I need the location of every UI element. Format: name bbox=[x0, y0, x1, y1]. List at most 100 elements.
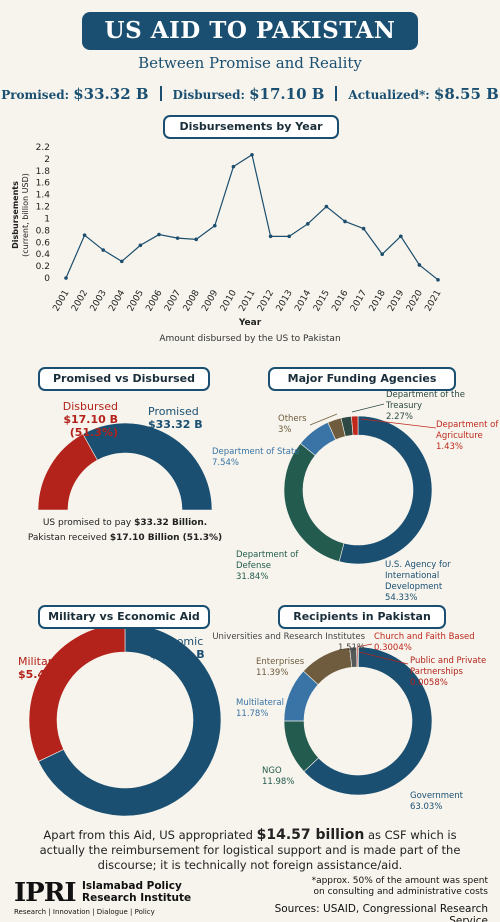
x-tick-label: 2020 bbox=[405, 288, 425, 313]
category-label: Military bbox=[18, 655, 59, 668]
x-tick-label: 2013 bbox=[275, 289, 295, 314]
summary-label: Actualized*: bbox=[348, 88, 430, 102]
x-tick-label: 2009 bbox=[200, 288, 220, 313]
separator bbox=[335, 86, 338, 101]
slice-label: Others 3% bbox=[278, 414, 328, 436]
caption-text: $33.32 Billion. bbox=[134, 518, 208, 528]
value-label: $11.61 B bbox=[150, 648, 205, 661]
annotation: (51.3%) bbox=[69, 426, 118, 439]
leader-line bbox=[360, 418, 437, 429]
category-label: Department of the Treasury bbox=[386, 390, 465, 411]
value-label: 1.43% bbox=[436, 442, 464, 452]
tagline: Research | Innovation | Dialogue | Polic… bbox=[14, 908, 155, 916]
separator bbox=[159, 86, 162, 101]
category-label: Department of Agriculture bbox=[436, 420, 499, 441]
y-tick-label: 2 bbox=[44, 155, 50, 165]
x-tick-label: 2007 bbox=[163, 289, 183, 314]
category-label: Public and Private Partnerships bbox=[410, 656, 487, 677]
y-axis-label: Disbursements(current, billion USD) bbox=[11, 173, 30, 257]
point bbox=[417, 263, 422, 267]
point bbox=[64, 276, 68, 280]
y-tick-label: 0.2 bbox=[36, 262, 50, 272]
y-tick-label: 0 bbox=[44, 274, 50, 284]
slice-label: Department of Agriculture 1.43% bbox=[436, 420, 500, 453]
caption-text: Pakistan received bbox=[27, 533, 110, 543]
value-label: 11.39% bbox=[256, 668, 289, 678]
summary-label: Disbursed: bbox=[172, 88, 245, 102]
value-label: 3% bbox=[278, 425, 292, 435]
x-tick-label: 2003 bbox=[89, 289, 109, 314]
slice-label: Economic $11.61 B bbox=[150, 635, 240, 661]
summary-value: $33.32 B bbox=[73, 85, 149, 103]
category-label: Department of Defense bbox=[236, 550, 299, 571]
slice-label: Disbursed $17.10 B (51.3%) bbox=[18, 400, 118, 439]
value-label: 63.03% bbox=[410, 802, 443, 812]
summary-label: Promised: bbox=[1, 88, 70, 102]
slice bbox=[38, 623, 222, 817]
y-tick-label: 2.2 bbox=[36, 143, 50, 153]
caption-line: Pakistan received $17.10 Billion (51.3%) bbox=[20, 531, 230, 546]
slice-label: Military $5.49 B bbox=[18, 655, 88, 681]
y-tick-label: 1 bbox=[44, 214, 50, 224]
x-tick-label: 2002 bbox=[70, 289, 90, 314]
sources: Sources: USAID, Congressional Research S… bbox=[274, 903, 488, 922]
slice-label: Department of Defense 31.84% bbox=[236, 550, 336, 583]
x-tick-label: 2016 bbox=[330, 288, 350, 313]
caption: Amount disbursed by the US to Pakistan bbox=[159, 334, 340, 344]
value-label: 1.51% bbox=[337, 643, 365, 653]
slice bbox=[82, 422, 213, 511]
point bbox=[194, 237, 198, 242]
category-label: Department of State bbox=[212, 447, 300, 457]
x-tick-label: 2014 bbox=[293, 288, 313, 313]
slice-label: Universities and Research Institutes 1.51… bbox=[210, 632, 365, 654]
point bbox=[399, 234, 403, 239]
x-tick-label: 2005 bbox=[126, 289, 146, 314]
slice bbox=[28, 623, 126, 762]
footer-part: Apart from this Aid, US appropriated bbox=[43, 828, 257, 842]
x-tick-label: 2021 bbox=[423, 289, 443, 314]
slice bbox=[338, 415, 433, 565]
y-tick-label: 1.2 bbox=[36, 203, 50, 213]
category-label: Multilateral bbox=[236, 698, 284, 708]
value-label: 7.54% bbox=[212, 458, 240, 468]
slice bbox=[351, 415, 359, 436]
section-title: Promised vs Disbursed bbox=[38, 367, 210, 391]
y-tick-label: 1.6 bbox=[36, 179, 51, 189]
category-label: Church and Faith Based bbox=[374, 632, 475, 642]
slice-label: Church and Faith Based 0.3004% bbox=[374, 632, 494, 654]
y-tick-label: 1.8 bbox=[36, 167, 51, 177]
x-tick-label: 2017 bbox=[349, 289, 369, 314]
x-tick-label: 2010 bbox=[219, 288, 239, 313]
caption: US promised to pay $33.32 Billion. Pakis… bbox=[20, 516, 230, 546]
slice-label: Department of the Treasury 2.27% bbox=[386, 390, 496, 423]
value-label: 0.0058% bbox=[410, 678, 448, 688]
value-label: $5.49 B bbox=[18, 668, 66, 681]
subtitle: Between Promise and Reality bbox=[138, 54, 362, 72]
section-title: Recipients in Pakistan bbox=[278, 605, 446, 629]
point bbox=[436, 278, 440, 282]
caption-text: US promised to pay bbox=[42, 518, 135, 528]
summary-value: $8.55 B bbox=[433, 85, 499, 103]
footer-text: Apart from this Aid, US appropriated $14… bbox=[30, 828, 470, 873]
category-label: NGO bbox=[262, 766, 282, 776]
slice bbox=[303, 646, 433, 796]
point bbox=[138, 243, 143, 248]
org-line: Research Institute bbox=[82, 892, 192, 904]
logo: IPRI bbox=[14, 878, 76, 908]
point bbox=[361, 226, 366, 231]
x-tick-label: 2012 bbox=[256, 289, 276, 314]
category-label: Enterprises bbox=[256, 657, 305, 667]
slice-label: Department of State 7.54% bbox=[212, 447, 302, 469]
point bbox=[380, 252, 385, 257]
value-label: 2.27% bbox=[386, 412, 414, 422]
value-label: 54.33% bbox=[385, 593, 418, 603]
section-title: Disbursements by Year bbox=[163, 115, 339, 139]
summary: Promised: $33.32 B Disbursed: $17.10 B Act… bbox=[0, 85, 500, 103]
y-tick-label: 0.4 bbox=[36, 250, 51, 260]
value-label: $17.10 B bbox=[63, 413, 118, 426]
category-label: Government bbox=[410, 791, 464, 801]
leader-line bbox=[309, 413, 338, 426]
value-label: 11.98% bbox=[262, 777, 295, 787]
